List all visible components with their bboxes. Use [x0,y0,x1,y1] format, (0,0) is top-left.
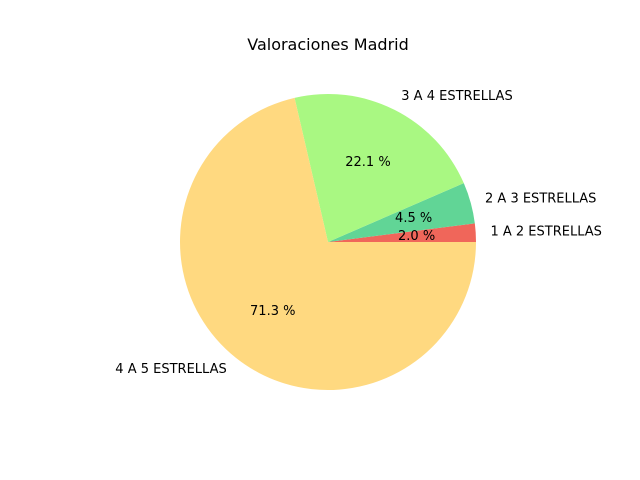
slice-percent-label: 71.3 % [250,304,295,319]
pie-slice [328,183,475,242]
pie-slice [328,223,476,242]
chart-title: Valoraciones Madrid [247,35,409,54]
slice-percent-label: 2.0 % [398,229,435,244]
slice-category-label: 3 A 4 ESTRELLAS [401,89,512,104]
pie-slice [180,97,476,391]
slice-category-label: 1 A 2 ESTRELLAS [490,224,601,239]
slice-percent-label: 4.5 % [395,211,432,226]
slice-category-label: 4 A 5 ESTRELLAS [115,362,226,377]
pie-labels: 1 A 2 ESTRELLAS 2.0 % 2 A 3 ESTRELLAS 4.5 %… [115,89,602,377]
pie-slice [294,94,464,243]
slice-percent-label: 22.1 % [345,155,390,170]
pie-slices [180,94,476,391]
slice-category-label: 2 A 3 ESTRELLAS [485,191,596,206]
